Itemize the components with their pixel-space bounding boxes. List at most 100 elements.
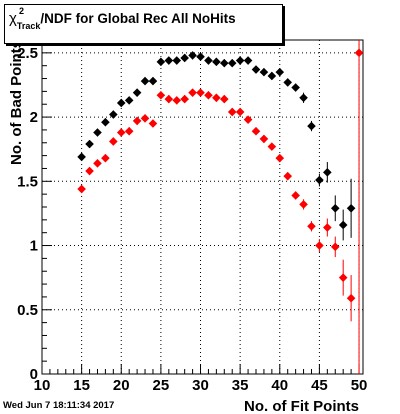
series-0 [77,51,356,241]
data-point [354,48,364,58]
data-point [338,220,348,230]
data-point [132,116,142,126]
data-point [132,88,142,97]
data-point [212,93,221,103]
x-tick-label: 15 [73,377,90,394]
x-tick-label: 45 [311,377,328,394]
data-point [140,114,150,123]
tick-labels: 10 15 20 25 30 35 40 45 50 0 0.5 1 1.5 2 2.5 [17,45,367,394]
data-point [116,98,126,108]
x-tick-label: 50 [351,377,368,394]
data-point [323,168,332,177]
data-series [77,40,364,374]
title-subscript: Track [16,21,41,31]
data-point [251,65,261,74]
data-point [227,107,237,117]
data-point [315,241,324,250]
data-point [259,134,269,144]
data-point [235,56,245,65]
x-tick-label: 40 [271,377,288,394]
y-axis-label: No. of Bad Points [8,40,25,165]
data-point [275,67,285,77]
data-point [124,96,134,105]
data-point [156,90,166,100]
data-point [291,83,300,92]
data-point [219,94,229,104]
data-point [243,115,253,124]
data-point [346,203,356,213]
grid-lines [42,40,363,374]
data-point [338,273,348,282]
title-text: /NDF for Global Rec All NoHits [40,11,236,26]
data-point [291,191,300,200]
data-point [283,171,293,181]
data-point [323,223,332,232]
x-tick-label: 10 [34,377,51,394]
data-point [307,121,316,131]
data-point [259,67,269,77]
data-point [109,137,118,146]
data-point [267,142,277,151]
data-point [212,57,221,67]
data-point [299,93,308,103]
data-point [251,126,261,136]
data-point [330,242,340,252]
y-tick-label: 0.5 [17,302,38,319]
data-point [101,153,110,163]
data-point [164,94,174,104]
x-tick-label: 30 [192,377,209,394]
title-chi-symbol: χ [9,10,17,27]
plot-frame [41,39,364,375]
axis-ticks [41,52,360,375]
title-superscript: 2 [19,6,25,16]
data-point [196,88,205,97]
y-tick-label: 0 [30,366,38,383]
x-tick-label: 35 [232,377,249,394]
chart-title: χ 2 Track/NDF for Global Rec All NoHits [9,6,236,31]
data-point [85,166,94,176]
data-point [85,139,94,149]
data-point [124,126,134,136]
x-axis-label: No. of Fit Points [244,398,359,414]
data-point [299,200,308,209]
data-point [188,88,197,97]
data-point [77,152,86,162]
data-point [172,56,182,65]
data-point [156,57,166,67]
data-point [196,52,205,61]
data-point [101,117,110,127]
data-point [77,184,86,194]
data-point [93,128,102,137]
data-point [164,56,174,65]
data-point [330,203,340,213]
data-point [172,96,182,105]
data-point [307,221,316,231]
y-tick-label: 2 [30,109,38,126]
y-tick-label: 1 [30,238,38,255]
data-point [188,51,197,60]
data-point [315,175,324,185]
chart-title-box: χ 2 Track/NDF for Global Rec All NoHits [4,4,283,44]
x-tick-label: 20 [113,377,130,394]
y-tick-label: 1.5 [17,173,38,190]
data-point [140,76,150,86]
data-point [346,293,356,303]
data-point [243,56,253,65]
data-point [93,159,102,168]
data-point [283,78,293,87]
data-point [148,119,158,128]
footer-datetime: Wed Jun 7 18:11:34 2017 [3,400,115,411]
data-point [219,58,229,68]
data-point [116,128,126,137]
data-point [275,153,285,163]
data-point [109,110,118,119]
y-tick-label: 2.5 [17,45,38,62]
data-point [148,76,158,86]
data-point [267,71,277,81]
series-1 [77,40,364,374]
data-point [227,58,237,68]
x-tick-label: 25 [153,377,170,394]
data-point [204,56,213,65]
data-point [235,107,245,117]
